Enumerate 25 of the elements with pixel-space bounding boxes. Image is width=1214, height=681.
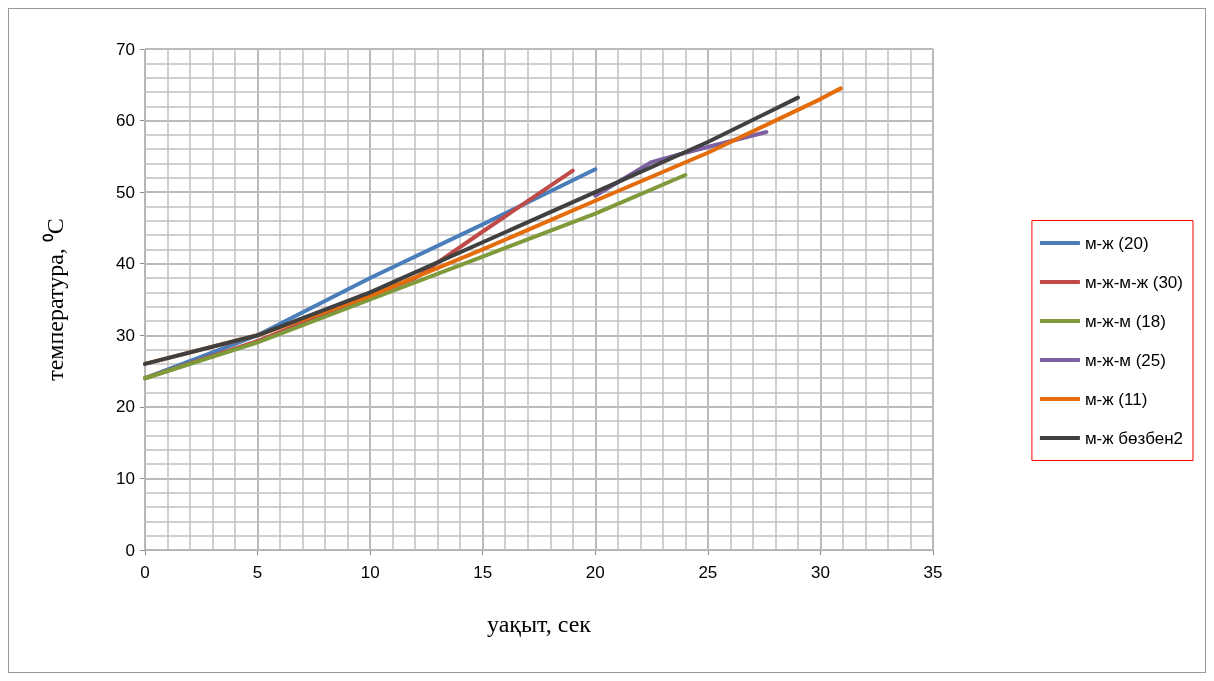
y-tick-label: 50 bbox=[116, 182, 135, 202]
y-tick-label: 20 bbox=[116, 397, 135, 417]
legend-label: м-ж-м (25) bbox=[1084, 350, 1166, 370]
y-tick-label: 60 bbox=[116, 111, 135, 131]
x-tick-label: 30 bbox=[810, 563, 830, 582]
x-tick-label: 0 bbox=[140, 563, 150, 582]
legend-label: м-ж (11) bbox=[1084, 389, 1148, 409]
legend-label: м-ж бөзбен2 bbox=[1084, 428, 1184, 448]
line-series bbox=[143, 172, 688, 381]
y-tick-label: 0 bbox=[125, 540, 135, 560]
x-tick-label: 35 bbox=[923, 563, 943, 582]
x-tick-label: 15 bbox=[473, 563, 493, 582]
y-tick-label: 30 bbox=[116, 325, 135, 345]
legend-label: м-ж-м-ж (30) bbox=[1084, 272, 1183, 292]
y-tick-label: 10 bbox=[116, 468, 135, 488]
x-tick-label: 25 bbox=[698, 563, 718, 582]
legend-label: м-ж (20) bbox=[1084, 233, 1149, 253]
x-tick-label: 10 bbox=[360, 563, 380, 582]
x-tick-label: 20 bbox=[585, 563, 605, 582]
y-tick-label: 40 bbox=[116, 254, 135, 274]
x-axis-title: уақыт, сек bbox=[486, 611, 592, 637]
y-axis-title: температура, ⁰C bbox=[42, 218, 68, 381]
legend-label: м-ж-м (18) bbox=[1084, 311, 1166, 331]
x-tick-label: 5 bbox=[252, 563, 263, 582]
y-tick-label: 70 bbox=[116, 39, 135, 59]
